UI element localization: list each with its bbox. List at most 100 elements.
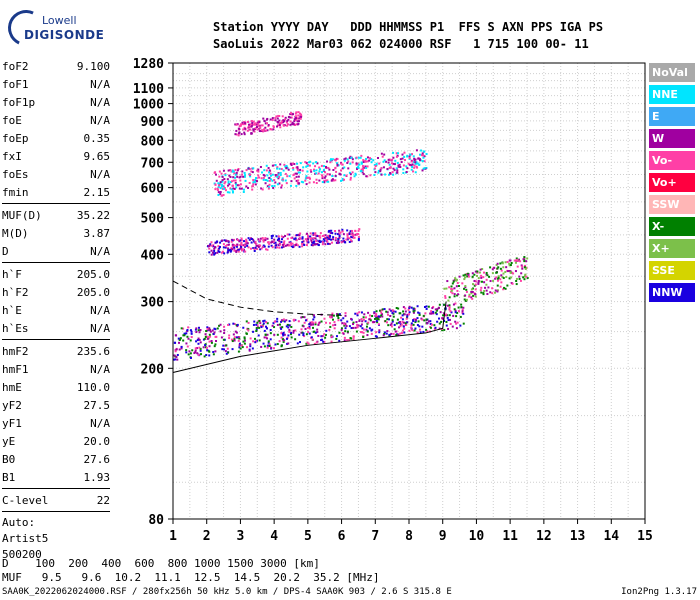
echo-point xyxy=(294,115,297,118)
echo-point xyxy=(295,179,298,182)
echo-point xyxy=(404,307,407,310)
echo-point xyxy=(282,243,285,246)
echo-point xyxy=(221,239,224,242)
echo-point xyxy=(267,245,270,248)
echo-point xyxy=(268,343,271,346)
echo-dots xyxy=(173,111,529,361)
echo-point xyxy=(300,328,303,331)
echo-point xyxy=(425,328,428,331)
echo-point xyxy=(346,161,349,164)
echo-point xyxy=(268,344,271,347)
echo-point xyxy=(261,188,264,191)
echo-point xyxy=(279,126,282,129)
echo-point xyxy=(312,232,315,235)
echo-point xyxy=(258,244,261,247)
echo-point xyxy=(266,322,269,325)
echo-point xyxy=(263,245,266,248)
param-separator xyxy=(2,511,110,512)
echo-point xyxy=(410,324,413,327)
echo-point xyxy=(281,177,284,180)
echo-point xyxy=(336,314,339,317)
echo-point xyxy=(235,324,238,327)
param-value: N/A xyxy=(90,114,110,127)
echo-point xyxy=(292,329,295,332)
echo-point xyxy=(252,129,255,132)
echo-point xyxy=(208,247,211,250)
x-tick-label: 2 xyxy=(203,529,211,544)
param-separator xyxy=(2,488,110,489)
echo-point xyxy=(251,185,254,188)
param-row: foF1 N/A xyxy=(2,76,110,94)
echo-point xyxy=(330,159,333,162)
echo-point xyxy=(199,347,202,350)
echo-point xyxy=(408,307,411,310)
echo-point xyxy=(282,339,285,342)
echo-point xyxy=(334,174,337,177)
echo-point xyxy=(290,336,293,339)
echo-point xyxy=(245,240,248,243)
echo-point xyxy=(270,241,273,244)
echo-point xyxy=(180,347,183,350)
echo-point xyxy=(357,235,360,238)
echo-point xyxy=(274,241,277,244)
echo-point xyxy=(386,168,389,171)
echo-point xyxy=(306,237,309,240)
echo-point xyxy=(324,243,327,246)
echo-point xyxy=(297,179,300,182)
echo-point xyxy=(492,279,495,282)
echo-point xyxy=(393,328,396,331)
echo-point xyxy=(231,239,234,242)
echo-point xyxy=(412,323,415,326)
echo-point xyxy=(261,124,264,127)
echo-point xyxy=(454,277,457,280)
echo-point xyxy=(447,319,450,322)
echo-point xyxy=(389,314,392,317)
echo-point xyxy=(524,267,527,270)
y-tick-label: 700 xyxy=(141,156,165,171)
echo-point xyxy=(255,177,258,180)
echo-point xyxy=(211,251,214,254)
echo-point xyxy=(220,251,223,254)
echo-point xyxy=(261,325,264,328)
echo-point xyxy=(203,355,206,358)
echo-point xyxy=(298,341,301,344)
echo-point xyxy=(403,151,406,154)
param-value: N/A xyxy=(90,417,110,430)
echo-point xyxy=(256,248,259,251)
echo-point xyxy=(273,238,276,241)
echo-point xyxy=(276,323,279,326)
echo-point xyxy=(391,312,394,315)
echo-point xyxy=(314,165,317,168)
echo-point xyxy=(361,171,364,174)
echo-point xyxy=(299,112,302,115)
echo-point xyxy=(283,243,286,246)
echo-point xyxy=(190,332,193,335)
echo-point xyxy=(349,173,352,176)
echo-point xyxy=(257,238,260,241)
echo-point xyxy=(390,162,393,165)
echo-point xyxy=(398,326,401,329)
echo-point xyxy=(340,319,343,322)
echo-point xyxy=(375,316,378,319)
echo-point xyxy=(287,326,290,329)
echo-point xyxy=(445,313,448,316)
echo-point xyxy=(376,321,379,324)
echo-point xyxy=(273,320,276,323)
dashed-trace xyxy=(172,280,342,316)
echo-point xyxy=(317,334,320,337)
echo-point xyxy=(227,351,230,354)
echo-point xyxy=(406,316,409,319)
echo-point xyxy=(235,133,238,136)
echo-point xyxy=(520,264,523,267)
echo-point xyxy=(340,241,343,244)
echo-point xyxy=(247,186,250,189)
echo-point xyxy=(403,327,406,330)
echo-point xyxy=(302,334,305,337)
echo-point xyxy=(271,173,274,176)
echo-point xyxy=(333,321,336,324)
echo-point xyxy=(450,287,453,290)
echo-point xyxy=(489,280,492,283)
echo-point xyxy=(284,165,287,168)
echo-point xyxy=(326,239,329,242)
echo-point xyxy=(266,346,269,349)
